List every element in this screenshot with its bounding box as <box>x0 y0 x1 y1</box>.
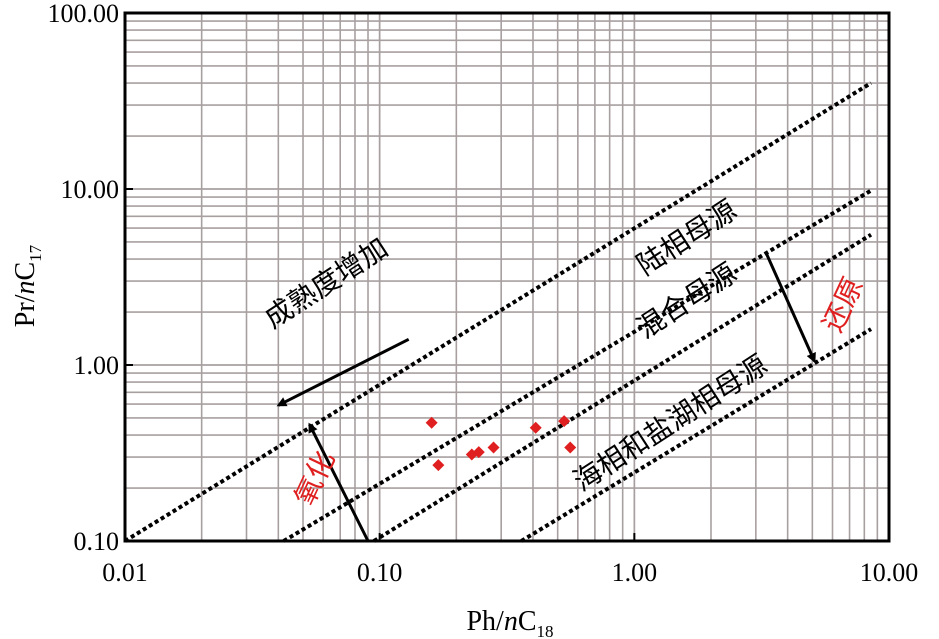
annotation-label: 海相和盐湖相母源 <box>567 348 773 498</box>
data-point <box>472 446 485 459</box>
data-point <box>564 441 577 454</box>
boundary-line <box>372 232 873 543</box>
data-point <box>529 421 542 434</box>
x-axis-title: Ph/nC18 <box>466 606 553 639</box>
boundary-line <box>123 81 873 543</box>
boundary-line <box>282 188 873 543</box>
boundary-line <box>520 327 873 543</box>
trend-arrow <box>276 337 410 407</box>
y-tick-label: 100.00 <box>48 0 120 28</box>
data-point <box>558 415 571 428</box>
annotation-label: 氧化 <box>288 446 342 511</box>
data-point <box>487 441 500 454</box>
trend-arrows <box>276 252 816 542</box>
plot-frame <box>123 11 891 543</box>
y-tick-label: 0.10 <box>74 527 120 556</box>
y-tick-label: 10.00 <box>61 175 120 204</box>
x-tick-label: 10.00 <box>860 558 919 587</box>
data-points <box>425 415 577 472</box>
trend-arrow <box>308 422 370 542</box>
grid <box>124 12 890 542</box>
x-tick-label: 0.01 <box>102 558 148 587</box>
x-tick-label: 0.10 <box>357 558 403 587</box>
data-point <box>425 416 438 429</box>
data-point <box>432 459 445 472</box>
boundary-lines <box>123 81 873 543</box>
trend-arrow <box>765 252 816 364</box>
y-axis-title: Pr/nC17 <box>10 244 45 327</box>
x-tick-label: 1.00 <box>612 558 658 587</box>
annotation-label: 还原 <box>816 272 870 337</box>
y-tick-label: 1.00 <box>74 351 120 380</box>
